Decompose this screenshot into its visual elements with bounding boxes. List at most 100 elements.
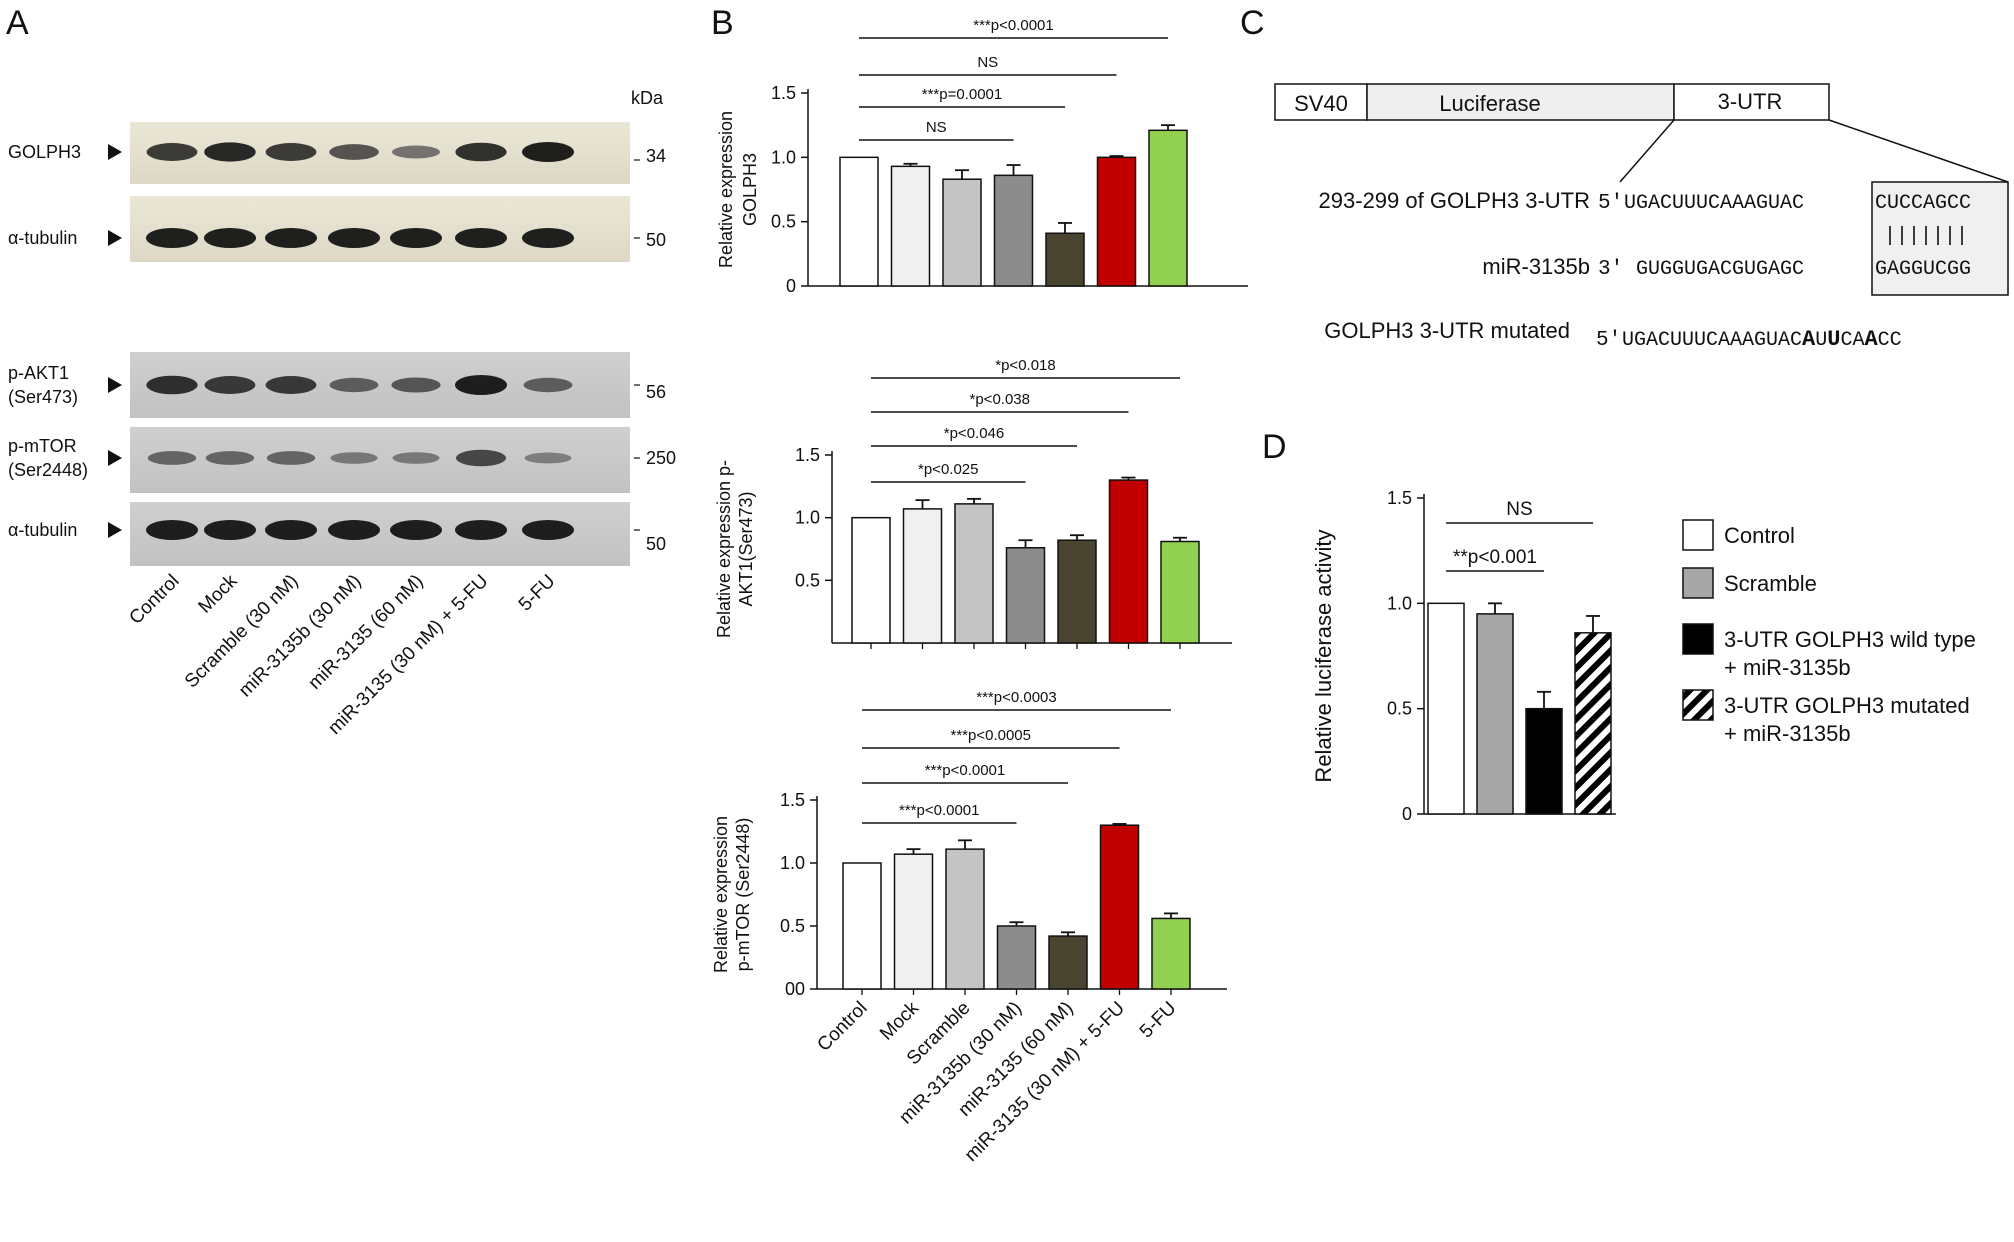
blot-band [265,520,317,540]
western-blot-panel: kDa GOLPH3 34 α-tubulin 50 p-AKT1 (Ser473) 56 p… [8,88,676,739]
y-tick-label: 1.5 [780,790,805,810]
bar [1525,707,1563,815]
y-tick-label: 0 [786,276,796,296]
significance-label: *p<0.046 [944,425,1004,442]
blot-band [146,228,198,248]
legend-swatch [1682,623,1714,655]
legend-swatch [1682,689,1714,721]
y-tick-label: 0.5 [780,916,805,936]
base-pairing-lines: ||||||| [1884,225,1968,248]
significance-label: ***p<0.0003 [976,689,1057,706]
sequence-fragment: CC [1878,329,1902,352]
blot-band [146,520,198,540]
y-tick-label: 1.0 [1387,593,1412,613]
y-axis-label: GOLPH3 [740,153,760,226]
luciferase-label: Luciferase [1439,91,1541,116]
bar [1108,479,1149,644]
y-axis-label: Relative luciferase activity [1311,529,1336,782]
luciferase-box [1366,83,1675,121]
y-tick-label: 0 [1402,804,1412,824]
utr-box [1673,83,1830,121]
sv40-label: SV40 [1294,91,1348,116]
sv40-box [1274,83,1368,121]
blot-band [330,452,378,464]
bar [1099,824,1140,990]
blot-band [455,142,507,162]
blot-band [455,228,507,248]
bar [851,516,891,644]
mutated-utr-prefix: 5' [1596,329,1621,352]
mtor-expression-chart: 00 0.5 1.0 1.5 ***p<0.0001 ***p<0.0001 ***p<0.… [711,689,1227,1166]
y-tick-label: 00 [785,979,805,999]
y-axis-label: Relative expression [716,111,736,268]
significance-label: ***p<0.0005 [951,727,1032,744]
bar [993,174,1034,287]
bar [1427,602,1465,815]
sequence-fragment: CA [1840,329,1864,352]
sequence-fragment: U [1815,329,1827,352]
bar [1005,546,1046,644]
blot-band [265,376,317,394]
blot-label: α-tubulin [8,228,77,248]
kda-value: 50 [646,230,666,250]
blot-band [205,451,255,465]
blot-band [265,228,317,248]
y-tick-label: 1.0 [795,508,820,528]
blot-band [204,520,256,540]
mirna-sequence: GUGGUGACGUGAGC [1636,258,1804,281]
mutated-utr-label: GOLPH3 3-UTR mutated [1324,318,1570,343]
blot-label: p-AKT1 [8,363,69,383]
y-tick-label: 1.5 [771,83,796,103]
y-tick-label: 0.5 [771,212,796,232]
blot-label: p-mTOR [8,436,77,456]
significance-label: NS [977,54,998,71]
y-axis-label: Relative expression p- [714,460,734,638]
blot-band [455,520,507,540]
panel-letter-c: C [1240,4,1265,42]
lane-label: miR-3135 (60 nM) [304,571,427,694]
zoom-line-right [1828,119,2009,183]
legend-label: + miR-3135b [1724,655,1851,680]
blot-band [390,520,442,540]
blot-band [522,142,574,162]
golph3-expression-chart: 0 0.5 1.0 1.5 NS ***p=0.0001 NS ***p<0.0001 Rela… [716,17,1248,296]
wildtype-seed-sequence: CUCCAGCC [1875,192,1971,215]
utr-label: 3-UTR [1718,89,1783,114]
blot-band [147,451,197,465]
bar [842,862,882,990]
zoom-line-left [1619,119,1675,183]
blot-label: GOLPH3 [8,142,81,162]
y-tick-label: 0.5 [795,570,820,590]
legend-label: 3-UTR GOLPH3 wild type [1724,627,1976,652]
blot-arrow-icon [108,377,122,393]
bar [902,508,943,644]
significance-label: ***p<0.0001 [973,17,1054,34]
category-label: Control [813,998,871,1056]
mirna-prefix: 3' [1598,258,1623,281]
bar [1151,917,1191,990]
blot-band [146,375,198,395]
wildtype-utr-label: 293-299 of GOLPH3 3-UTR [1319,188,1590,213]
bar [1574,632,1612,815]
wildtype-utr-prefix: 5' [1598,192,1623,215]
legend-swatch [1682,519,1714,551]
blot-band [523,377,573,393]
bar [893,853,934,990]
significance-label: *p<0.025 [918,461,978,478]
blot-band [265,143,317,161]
blot-band [329,377,379,393]
legend-label: Control [1724,523,1795,548]
y-axis-label: AKT1(Ser473) [736,491,756,606]
sequence-fragment: A [1802,327,1816,352]
kda-value: 250 [646,448,676,468]
blot-label: α-tubulin [8,520,77,540]
y-axis-label: p-mTOR (Ser2448) [733,818,753,972]
lane-label: Control [125,571,183,629]
blot-arrow-icon [108,522,122,538]
mutated-utr-sequence: UGACUUUCAAAGUACAUUCAACC [1622,327,1902,352]
kda-value: 50 [646,534,666,554]
blot-label: (Ser2448) [8,460,88,480]
bar [890,165,931,287]
bar [945,848,985,990]
